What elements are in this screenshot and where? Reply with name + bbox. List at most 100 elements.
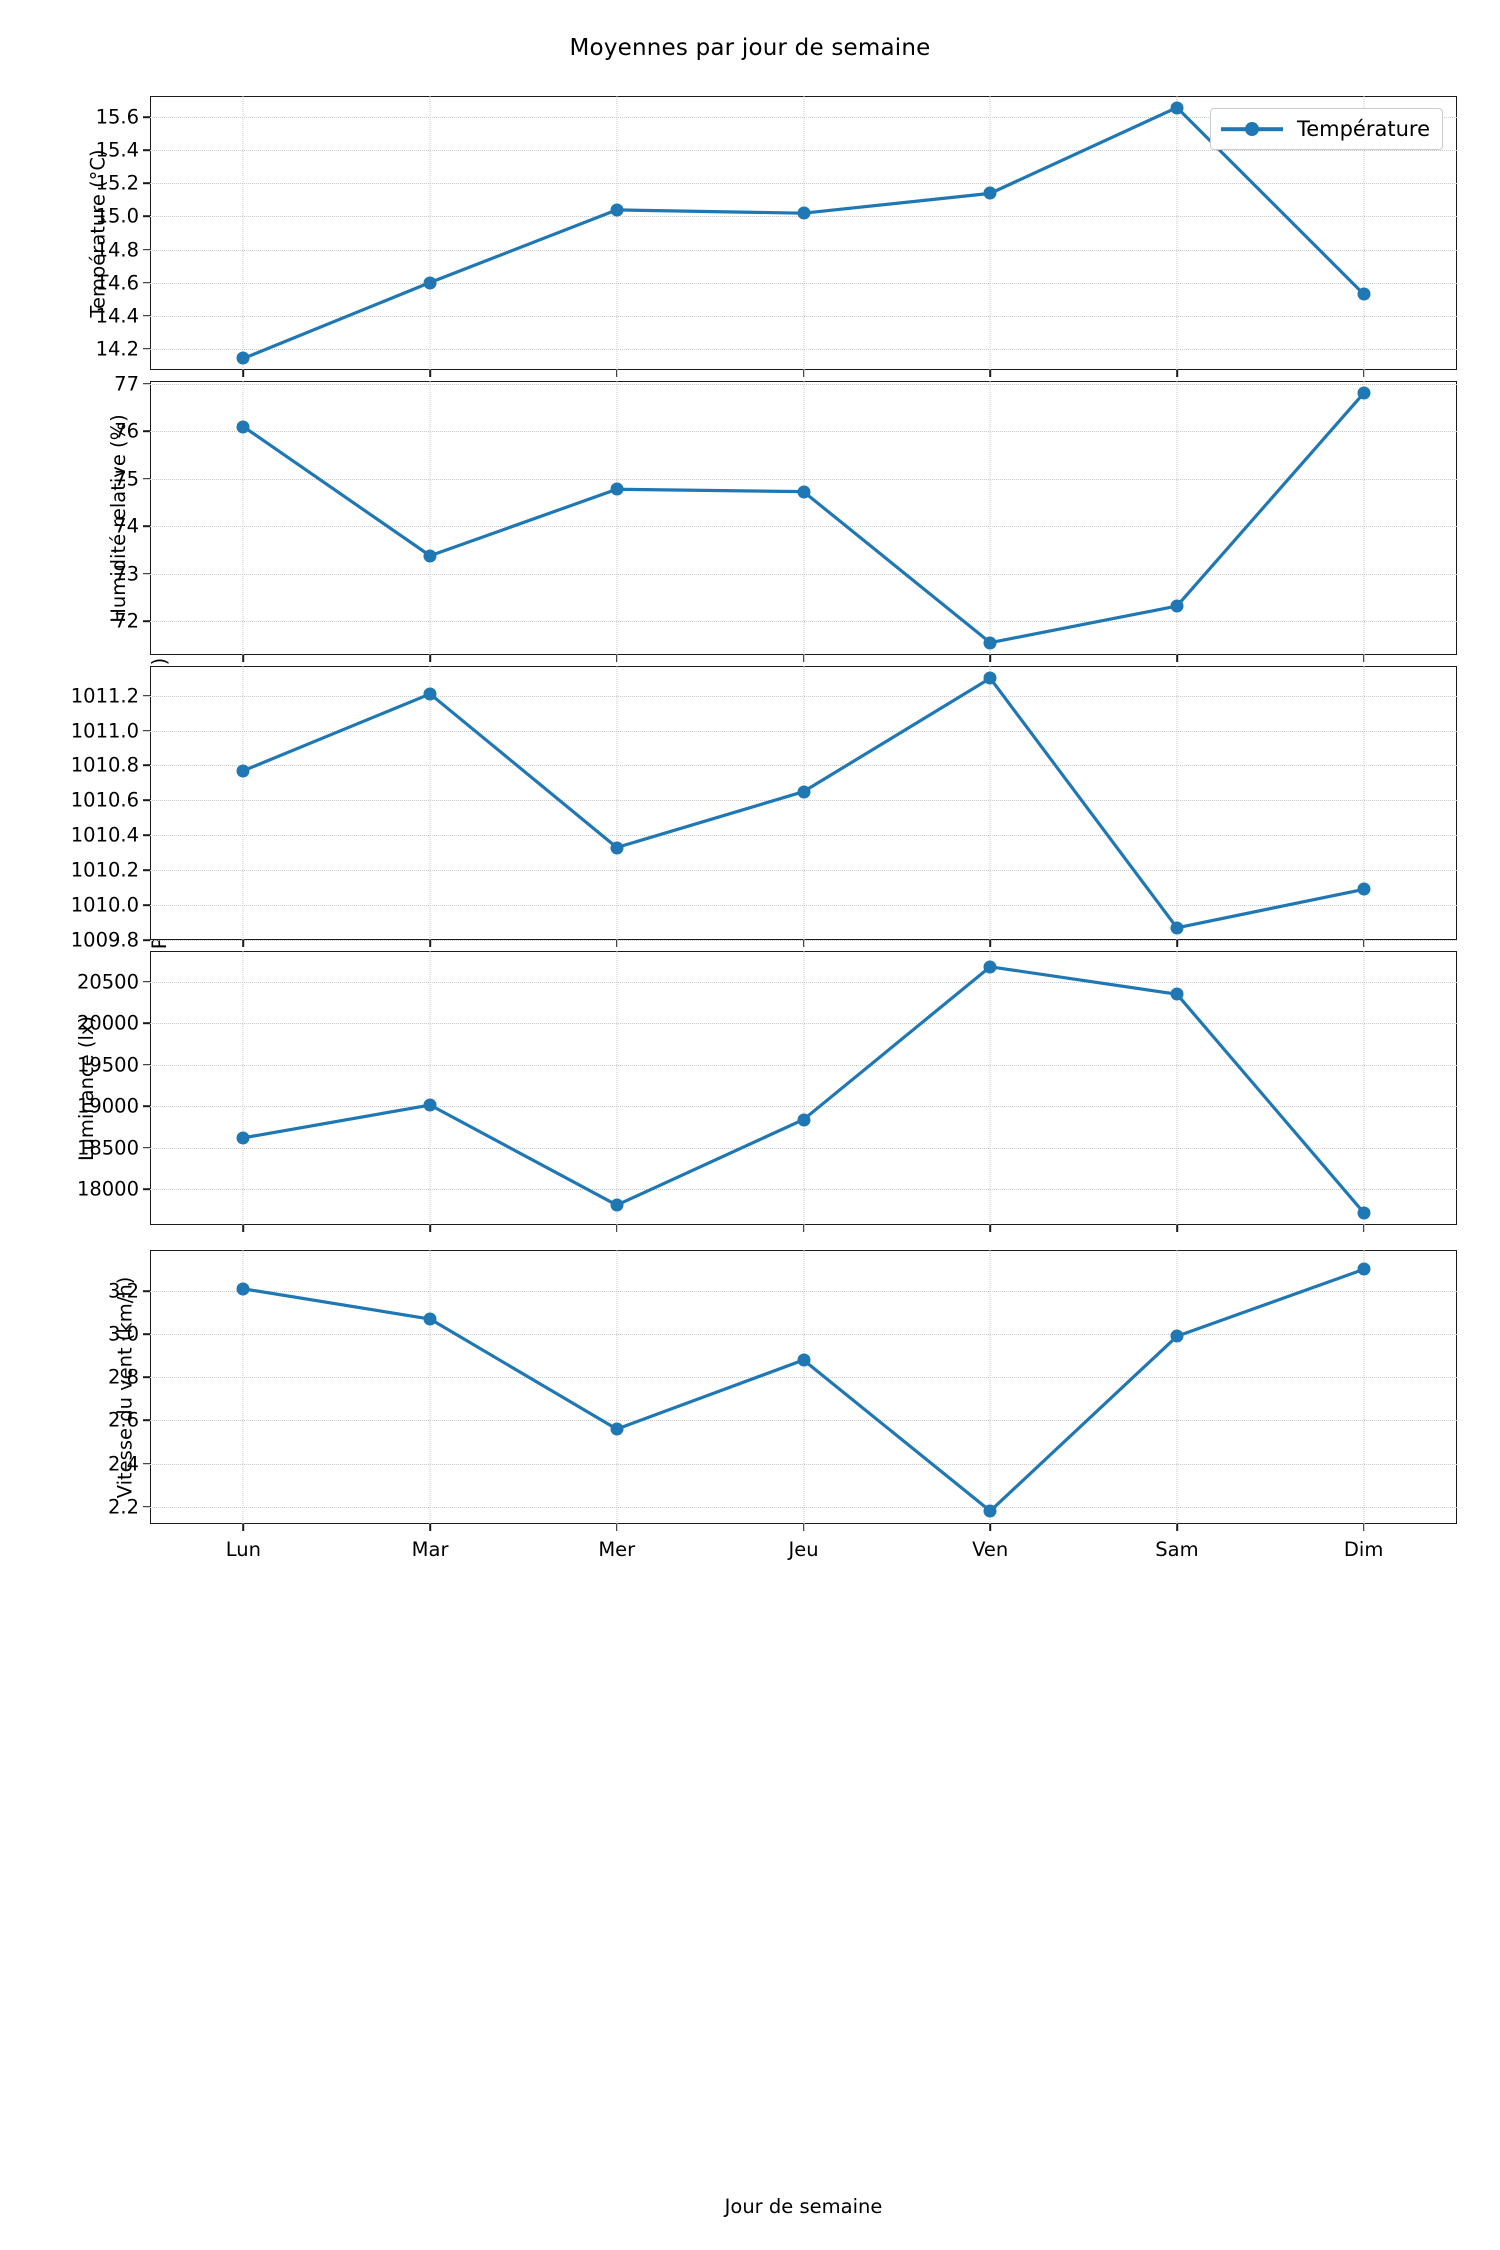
x-gridline: [616, 381, 618, 655]
x-gridline: [1176, 666, 1178, 940]
y-tick-label: 1009.8: [70, 928, 139, 952]
data-point: [1170, 599, 1184, 613]
data-point: [1357, 287, 1371, 301]
plot-area-vent: 2.2 2.4 2.6 2.8 3.0 3.2 Lun Mar Mer Jeu Ven Sam Dim: [108, 1250, 1457, 1561]
chart-legend[interactable]: Température: [1209, 108, 1443, 150]
x-gridline: [803, 951, 804, 1225]
x-tick-mark: [242, 1225, 245, 1232]
x-gridline: [616, 951, 618, 1225]
data-point: [1357, 882, 1371, 896]
x-gridline: [1363, 1250, 1365, 1524]
x-tick-mark: [429, 940, 431, 947]
subplot-luminance: Luminance (lx) 18000 18500 19000 19500 20000 2…: [0, 951, 1500, 1232]
x-tick-mark: [429, 1225, 431, 1232]
x-tick-mark: [242, 370, 245, 377]
x-tick-mark: [615, 655, 618, 662]
x-tick-mark: [615, 1524, 618, 1531]
series-line: [243, 967, 1363, 1213]
plot-area-luminance: 18000 18500 19000 19500 20000 20500: [77, 951, 1457, 1232]
x-gridline: [242, 951, 244, 1225]
series-line: [243, 393, 1363, 642]
y-tick-label: 1010.8: [70, 753, 139, 777]
y-tick-label: 14.4: [95, 304, 139, 328]
y-tick-label: 2.4: [107, 1452, 139, 1476]
x-gridline: [1176, 1250, 1178, 1524]
y-tick-label: 15.2: [95, 171, 139, 195]
data-point: [797, 1353, 810, 1367]
data-point: [423, 1312, 437, 1326]
y-tick-mark: [143, 116, 150, 119]
data-point: [1357, 1206, 1371, 1220]
y-tick-label: 1011.0: [70, 719, 139, 743]
x-tick-label-jeu: Jeu: [788, 1538, 819, 1561]
x-gridline: [803, 381, 804, 655]
x-gridline: [1176, 381, 1178, 655]
x-gridline: [429, 96, 431, 370]
y-tick-label: 19500: [76, 1053, 139, 1077]
x-gridline: [242, 1250, 244, 1524]
y-tick-mark: [143, 1376, 150, 1379]
data-point: [610, 1422, 624, 1436]
y-tick-mark: [143, 573, 150, 575]
y-tick-label: 2.6: [107, 1408, 139, 1432]
x-gridline: [616, 666, 618, 940]
y-tick-mark: [143, 1290, 150, 1292]
x-tick-mark: [802, 1225, 805, 1232]
y-tick-label: 15.4: [95, 138, 139, 162]
data-point: [797, 485, 810, 499]
y-tick-mark: [143, 1105, 150, 1108]
x-tick-mark: [802, 370, 805, 377]
x-tick-mark: [989, 940, 991, 947]
plot-area-humidite: 72 73 74 75 76 77: [114, 372, 1457, 662]
y-tick-mark: [143, 939, 150, 941]
y-tick-label: 3.0: [107, 1322, 139, 1346]
series-humidite: [150, 381, 1457, 655]
x-tick-mark: [615, 940, 618, 947]
x-tick-mark: [1362, 1225, 1365, 1232]
x-gridline: [989, 381, 991, 655]
plot-area-pression: 1009.8 1010.0 1010.2 1010.4 1010.6 1010.8 1011…: [71, 666, 1457, 952]
y-tick-label: 1010.0: [70, 893, 139, 917]
x-gridline: [1363, 951, 1365, 1225]
data-point: [423, 1098, 437, 1112]
x-tick-mark: [1362, 370, 1365, 377]
y-tick-mark: [143, 1063, 150, 1066]
data-point: [236, 351, 250, 365]
y-tick-mark: [143, 799, 150, 802]
x-axis-label: Jour de semaine: [724, 2195, 883, 2218]
series-line: [243, 108, 1363, 359]
y-tick-mark: [143, 314, 150, 317]
x-gridline: [429, 381, 431, 655]
y-tick-label: 1010.6: [70, 788, 139, 812]
x-gridline: [429, 666, 431, 940]
y-tick-mark: [143, 834, 150, 837]
x-tick-mark: [989, 1524, 991, 1531]
series-line: [243, 1269, 1363, 1511]
y-tick-mark: [143, 729, 150, 732]
y-tick-mark: [143, 215, 150, 218]
y-tick-mark: [143, 383, 150, 385]
page-title: Moyennes par jour de semaine: [569, 35, 931, 61]
x-tick-mark: [989, 370, 991, 377]
x-gridline: [989, 96, 991, 370]
y-tick-mark: [143, 1462, 150, 1465]
data-point: [1170, 921, 1184, 935]
legend-label: Température: [1296, 117, 1430, 141]
data-point: [797, 1113, 810, 1127]
data-point: [983, 671, 997, 685]
x-gridline: [989, 666, 991, 940]
x-tick-mark: [615, 1225, 618, 1232]
y-tick-mark: [143, 281, 150, 284]
x-gridline: [1176, 96, 1178, 370]
x-gridline: [429, 1250, 431, 1524]
subplot-temperature: Température (°C) 14.2 14.4 14.6 14.8 15.0 15.2…: [0, 96, 1500, 377]
series-line: [243, 678, 1363, 928]
y-tick-mark: [143, 430, 150, 433]
x-tick-mark: [989, 655, 991, 662]
y-tick-label: 77: [114, 372, 139, 396]
y-tick-label: 1010.2: [70, 858, 139, 882]
y-tick-label: 14.2: [95, 337, 139, 361]
y-tick-label: 72: [114, 609, 139, 633]
y-tick-mark: [143, 1419, 150, 1422]
